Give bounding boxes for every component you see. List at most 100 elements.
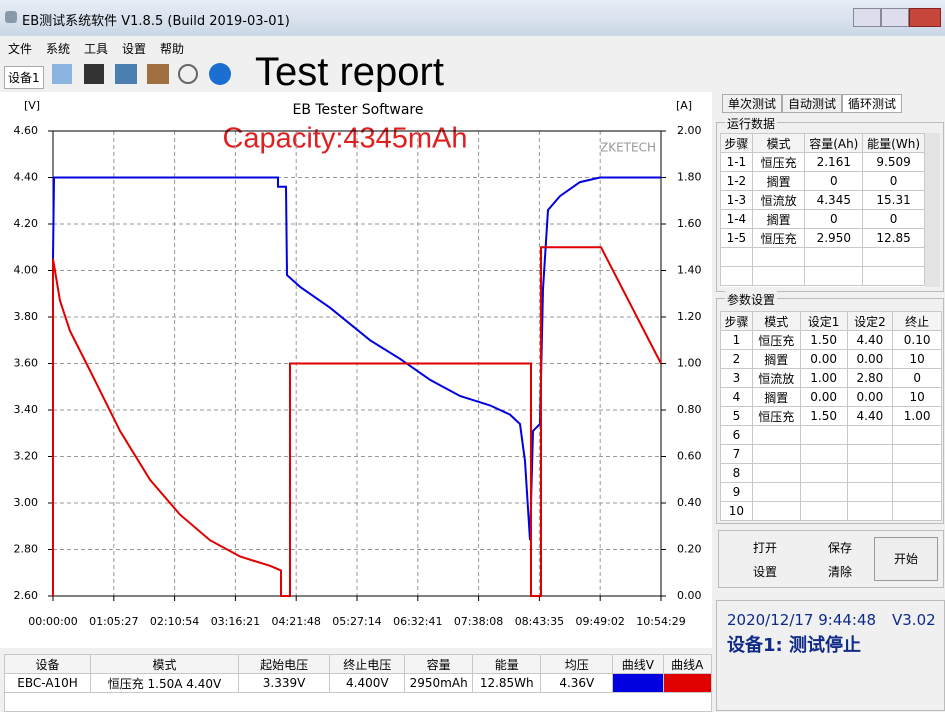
- table-cell: [799, 444, 848, 464]
- data-table: 设备 模式 起始电压 终止电压 容量 能量 均压 曲线V 曲线A EBC-A10H 恒压充 1.50…: [3, 654, 712, 712]
- window-title: EB测试系统软件 V1.8.5 (Build 2019-03-01): [22, 14, 290, 29]
- table-cell: 2950mAh: [404, 673, 473, 693]
- table-cell: 3: [720, 368, 753, 388]
- header-cell: 曲线A: [662, 654, 712, 674]
- table-cell: 5: [720, 406, 753, 426]
- status-version: V3.02: [892, 611, 936, 629]
- table-cell: 恒压充: [751, 330, 801, 350]
- table-cell: 2.161: [804, 152, 864, 172]
- button[interactable]: 清除: [827, 565, 852, 579]
- run-data-group: 运行数据 步骤 模式 容量(Ah) 能量(Wh) 1-1 恒压充 2.161 9.509 1-2…: [716, 115, 944, 292]
- y-tick-label: 3.20: [14, 450, 39, 463]
- header-cell: 模式: [751, 133, 806, 153]
- info-icon[interactable]: [209, 63, 231, 85]
- tools-icon[interactable]: [147, 64, 169, 84]
- button[interactable]: 打开: [752, 541, 777, 555]
- header-cell: 曲线V: [612, 654, 664, 674]
- header-cell: 设备: [3, 654, 92, 674]
- header-cell: 设定2: [846, 311, 894, 331]
- tab[interactable]: 循环测试: [842, 94, 902, 113]
- menu-item[interactable]: 工具: [84, 42, 109, 56]
- table-cell: 2.80: [846, 368, 894, 388]
- y-axis-label: [V]: [24, 99, 40, 112]
- table-cell: [751, 247, 806, 267]
- y2-tick-label: 0.40: [677, 496, 702, 509]
- table-cell: 搁置: [751, 349, 801, 369]
- maximize-button[interactable]: [881, 8, 909, 27]
- table-cell: 10: [892, 349, 942, 369]
- params-table: 步骤 模式 设定1 设定2 终止 1 恒压充 1.50 4.40 0.10 2 搁置 0.00 0.00 1…: [720, 311, 942, 521]
- report-heading: Test report: [255, 50, 444, 94]
- y-tick-label: 3.60: [14, 357, 39, 370]
- run-data-table: 步骤 模式 容量(Ah) 能量(Wh) 1-1 恒压充 2.161 9.509 1-2 搁置 0 0 1…: [720, 133, 925, 287]
- table-cell: 1.50: [799, 406, 848, 426]
- table-row: 1-3 恒流放 4.345 15.31: [720, 190, 925, 210]
- y-tick-label: 3.80: [14, 310, 39, 323]
- menu-item[interactable]: 系统: [46, 42, 71, 56]
- close-button[interactable]: [909, 8, 941, 27]
- table-cell: 2: [720, 349, 753, 369]
- y2-tick-label: 1.40: [677, 264, 702, 277]
- table-cell: 1: [720, 330, 753, 350]
- menu-item[interactable]: 帮助: [160, 42, 185, 56]
- header-cell: 模式: [751, 311, 801, 331]
- x-tick-label: 07:38:08: [454, 615, 503, 628]
- data-table: 步骤 模式 设定1 设定2 终止 1 恒压充 1.50 4.40 0.10 2 搁置 0.00 0.00 1…: [720, 311, 942, 521]
- table-cell: 恒压充 1.50A 4.40V: [90, 673, 239, 693]
- table-row: 1-4 搁置 0 0: [720, 209, 925, 229]
- y-tick-label: 4.40: [14, 171, 39, 184]
- save-icon[interactable]: [84, 64, 104, 84]
- header-cell: 均压: [540, 654, 614, 674]
- y-tick-label: 4.00: [14, 264, 39, 277]
- table-cell: [799, 425, 848, 445]
- x-tick-label: 02:10:54: [150, 615, 199, 628]
- data-table: 步骤 模式 容量(Ah) 能量(Wh) 1-1 恒压充 2.161 9.509 1-2 搁置 0 0 1…: [720, 133, 925, 286]
- table-cell: 9.509: [862, 152, 925, 172]
- table-cell: 4.400V: [329, 673, 406, 693]
- y2-tick-label: 0.80: [677, 403, 702, 416]
- scrollbar[interactable]: [925, 133, 940, 287]
- x-tick-label: 10:54:29: [636, 615, 685, 628]
- chart-title: EB Tester Software: [292, 102, 423, 118]
- table-cell: 1-2: [720, 171, 753, 191]
- menu-item[interactable]: 文件: [8, 42, 33, 56]
- y2-tick-label: 2.00: [677, 124, 702, 137]
- search-icon[interactable]: [178, 64, 198, 84]
- open-icon[interactable]: [52, 64, 72, 84]
- group-title: 运行数据: [725, 115, 778, 132]
- table-cell: [862, 247, 925, 267]
- chart: EB Tester Software [V] [A] Capacity:4345…: [0, 92, 712, 648]
- tab[interactable]: 自动测试: [782, 94, 842, 113]
- table-cell: 1.50: [799, 330, 848, 350]
- table-row: 4 搁置 0.00 0.00 10: [720, 387, 942, 407]
- x-tick-label: 00:00:00: [28, 615, 77, 628]
- table-row: 1-5 恒压充 2.950 12.85: [720, 228, 925, 248]
- table-cell: [751, 482, 801, 502]
- table-cell: 0.00: [799, 387, 848, 407]
- header-row: 设备 模式 起始电压 终止电压 容量 能量 均压 曲线V 曲线A: [3, 654, 712, 674]
- table-row: 9: [720, 482, 942, 502]
- minimize-button[interactable]: [853, 8, 881, 27]
- button[interactable]: 设置: [752, 565, 777, 579]
- table-cell: [720, 266, 753, 286]
- table-cell: 搁置: [751, 387, 801, 407]
- table-cell: 0.00: [799, 349, 848, 369]
- table-cell: EBC-A10H: [3, 673, 92, 693]
- table-cell: [892, 463, 942, 483]
- table-cell: [892, 425, 942, 445]
- table-cell: [846, 425, 894, 445]
- table-cell: 恒压充: [751, 228, 806, 248]
- button[interactable]: 保存: [827, 541, 852, 555]
- button[interactable]: 开始: [874, 537, 938, 581]
- capacity-annotation: Capacity:4345mAh: [222, 123, 467, 155]
- device-tab[interactable]: 设备1: [4, 66, 44, 89]
- y-tick-label: 3.00: [14, 496, 39, 509]
- x-tick-label: 05:27:14: [332, 615, 381, 628]
- table-cell: [846, 482, 894, 502]
- table-cell: 0: [892, 368, 942, 388]
- table-cell: 4.36V: [540, 673, 614, 693]
- menu-item[interactable]: 设置: [122, 42, 147, 56]
- image-icon[interactable]: [115, 64, 137, 84]
- table-cell: 搁置: [751, 171, 806, 191]
- tab[interactable]: 单次测试: [722, 94, 782, 113]
